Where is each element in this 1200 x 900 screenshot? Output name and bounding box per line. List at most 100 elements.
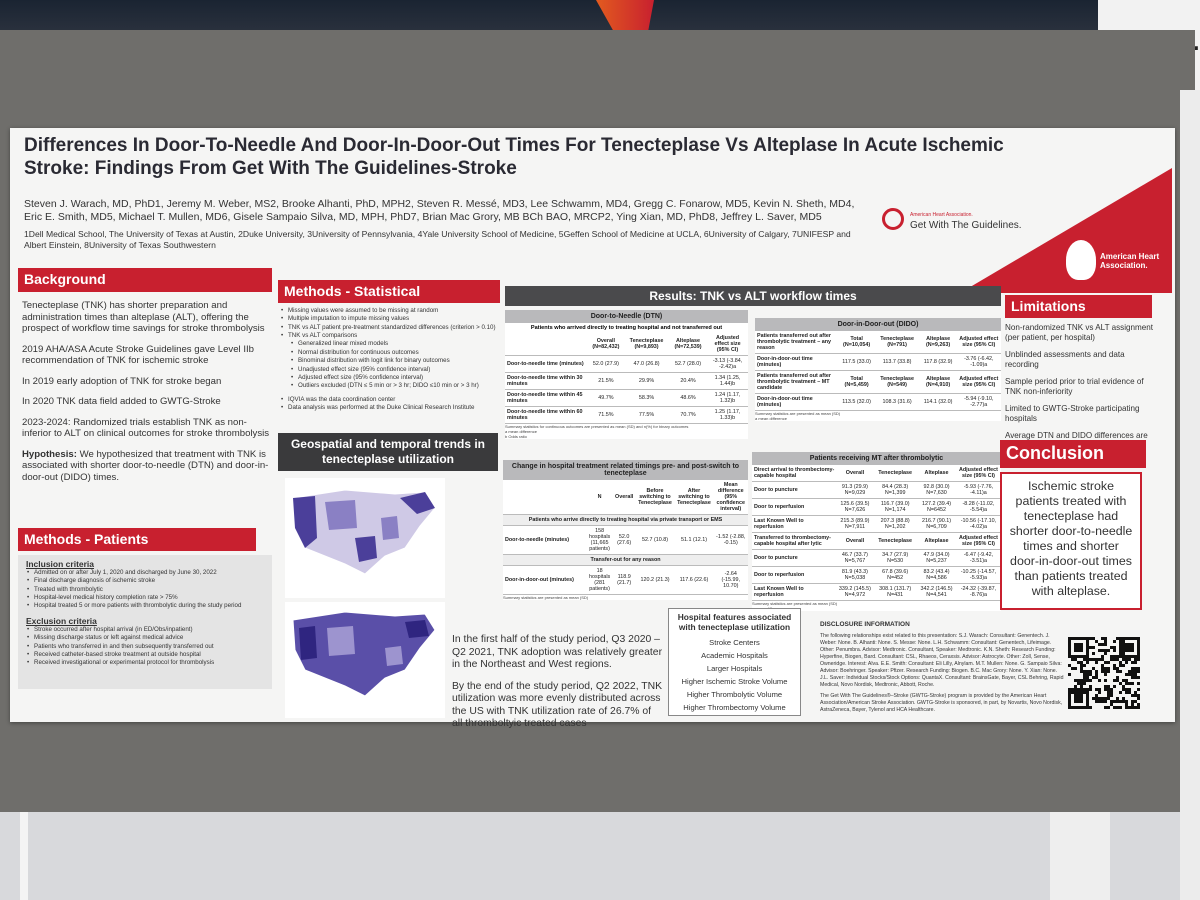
qr-module	[1116, 670, 1119, 673]
data-table: N Overall Before switching to Tenecteplase…	[503, 480, 748, 595]
qr-module	[1080, 664, 1083, 667]
table-cell: 20.4%	[668, 372, 708, 390]
section-header: Limitations	[1005, 295, 1152, 318]
qr-module	[1122, 652, 1125, 655]
qr-module	[1107, 685, 1110, 688]
qr-module	[1080, 646, 1083, 649]
qr-module	[1074, 679, 1077, 682]
qr-module	[1089, 688, 1092, 691]
qr-module	[1071, 706, 1074, 709]
qr-module	[1092, 676, 1095, 679]
table-cell: -5.94 (-9.10, -2.77)a	[956, 393, 1001, 411]
table-cell: 113.7 (33.8)	[874, 353, 920, 371]
qr-module	[1137, 682, 1140, 685]
qr-module	[1095, 694, 1098, 697]
qr-module	[1110, 688, 1113, 691]
table-row: Last Known Well to reperfusion 339.2 (145…	[752, 583, 1001, 601]
qr-module	[1068, 664, 1071, 667]
qr-module	[1086, 673, 1089, 676]
list-item: Higher Thrombectomy Volume	[683, 703, 786, 712]
qr-module	[1077, 637, 1080, 640]
header-cell: Overall	[836, 465, 874, 482]
list-item: Adjusted effect size (95% confidence int…	[290, 374, 502, 383]
qr-module	[1119, 706, 1122, 709]
criteria-title: Exclusion criteria	[26, 615, 97, 626]
qr-module	[1113, 679, 1116, 682]
table-row: Door-to-needle time within 45 minutes 49.…	[505, 389, 748, 407]
qr-module	[1101, 700, 1104, 703]
qr-module	[1116, 700, 1119, 703]
list-item: Non-randomized TNK vs ALT assignment (pe…	[1005, 323, 1154, 342]
qr-module	[1113, 667, 1116, 670]
qr-module	[1074, 649, 1077, 652]
qr-module	[1125, 682, 1128, 685]
dido-table: Door-in-Door-out (DIDO) Patients transfer…	[755, 318, 1001, 421]
qr-module	[1104, 661, 1107, 664]
table-row: Door to puncture 91.3 (29.9) N=9,029 84.4 …	[752, 481, 1001, 499]
qr-module	[1089, 646, 1092, 649]
table-cell: 34.7 (27.9) N=530	[873, 549, 918, 567]
qr-module	[1113, 655, 1116, 658]
qr-module	[1116, 679, 1119, 682]
table-cell: 77.5%	[624, 406, 669, 424]
table-cell: 84.4 (28.3) N=1,399	[873, 481, 918, 499]
qr-module	[1074, 700, 1077, 703]
table-note: a mean difference	[755, 416, 787, 421]
qr-module	[1128, 682, 1131, 685]
qr-module	[1116, 637, 1119, 640]
geospatial-body: In the first half of the study period, Q…	[452, 634, 664, 740]
qr-module	[1083, 664, 1086, 667]
qr-module	[1119, 661, 1122, 664]
qr-module	[1077, 688, 1080, 691]
qr-module	[1128, 637, 1131, 640]
floor-post	[20, 812, 28, 900]
table-cell: 81.9 (43.3) N=5,038	[836, 566, 874, 584]
table-cell: 127.2 (39.4) N=6452	[917, 498, 956, 516]
qr-module	[1137, 649, 1140, 652]
list-item: IQVIA was the data coordination center	[280, 396, 502, 405]
qr-module	[1125, 679, 1128, 682]
qr-module	[1095, 700, 1098, 703]
group-cell: Transfer-out for any reason	[503, 554, 748, 566]
qr-module	[1110, 703, 1113, 706]
list-item: Higher Thrombolytic Volume	[686, 690, 783, 699]
table-cell: 120.2 (21.3)	[635, 565, 675, 595]
qr-module	[1125, 703, 1128, 706]
section-header: Methods - Patients	[18, 528, 256, 551]
qr-module	[1068, 673, 1071, 676]
hypothesis-text: We hypothesized that treatment with TNK …	[22, 448, 269, 483]
list-item: Final discharge diagnosis of ischemic st…	[26, 577, 264, 586]
table-title: Patients receiving MT after thrombolytic	[752, 452, 1001, 465]
list-item: Admitted on or after July 1, 2020 and di…	[26, 569, 264, 578]
qr-module	[1086, 676, 1089, 679]
table-cell: 1.24 (1.17, 1.32)b	[707, 389, 748, 407]
qr-module	[1131, 655, 1134, 658]
qr-module	[1089, 673, 1092, 676]
qr-module	[1131, 667, 1134, 670]
qr-module	[1077, 697, 1080, 700]
table-cell: 118.9 (21.7)	[612, 565, 636, 595]
header-cell: N	[586, 480, 613, 515]
qr-module	[1125, 661, 1128, 664]
qr-module	[1119, 670, 1122, 673]
qr-module	[1068, 646, 1071, 649]
table-row: Door-to-needle (minutes) 158 hospitals (1…	[503, 525, 748, 555]
qr-module	[1107, 691, 1110, 694]
qr-module	[1122, 697, 1125, 700]
qr-module	[1101, 697, 1104, 700]
qr-module	[1089, 706, 1092, 709]
table-cell: -24.32 (-39.87, -8.76)a	[955, 583, 1001, 601]
list-item: Sample period prior to trial evidence of…	[1005, 377, 1144, 396]
qr-module	[1068, 637, 1071, 640]
qr-module	[1134, 637, 1137, 640]
qr-module	[1095, 697, 1098, 700]
qr-module	[1080, 691, 1083, 694]
disclosure-title: DISCLOSURE INFORMATION	[820, 621, 910, 628]
table-note: Summary statistics are presented as mean…	[503, 595, 589, 600]
table-cell: 125.6 (39.5) N=7,626	[836, 498, 874, 516]
table-cell: -6.47 (-9.42, -3.51)a	[955, 549, 1001, 567]
qr-module	[1101, 649, 1104, 652]
header-cell: Adjusted effect size (95% CI)	[707, 333, 748, 356]
table-note: Summary statistics are presented as mean…	[755, 411, 841, 416]
qr-module	[1077, 643, 1080, 646]
